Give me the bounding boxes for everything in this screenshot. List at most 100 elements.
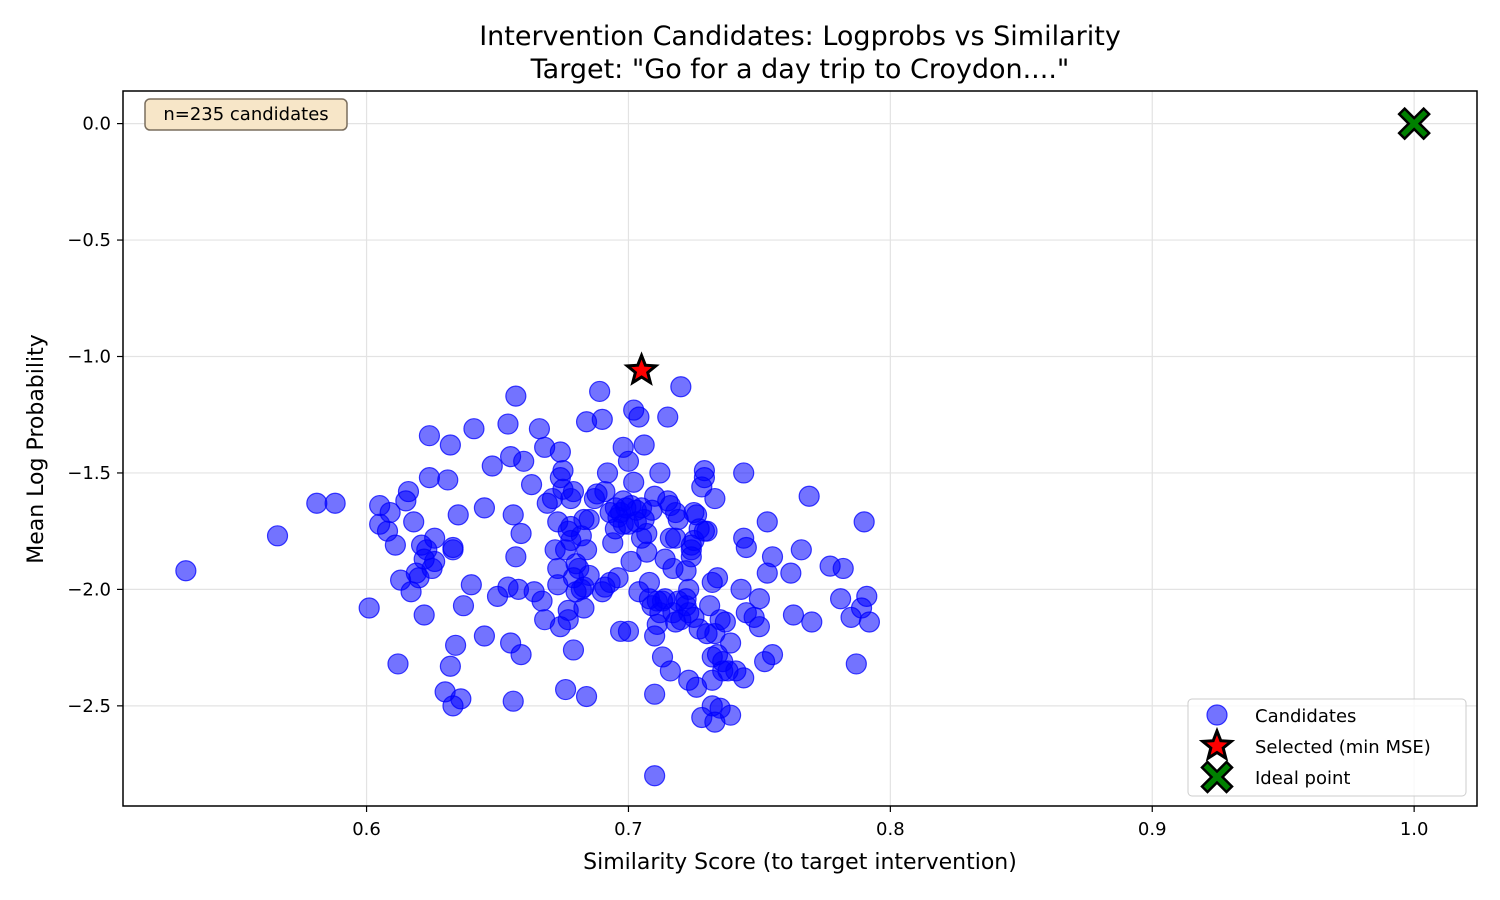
y-tick-label: −1.0 — [67, 347, 111, 368]
candidate-point — [460, 574, 482, 596]
candidate-point — [596, 462, 619, 484]
candidate-point — [578, 508, 600, 531]
candidate-point — [562, 480, 585, 503]
legend-marker-ideal — [1200, 760, 1234, 794]
candidate-point — [644, 683, 666, 705]
candidate-point — [447, 504, 469, 526]
y-tick-label: −0.5 — [67, 230, 111, 251]
candidate-point — [589, 380, 611, 403]
candidate-point — [403, 511, 425, 533]
y-tick-label: 0.0 — [82, 114, 111, 135]
candidate-point — [510, 644, 532, 666]
ideal-point-x — [1397, 106, 1431, 141]
candidate-point — [578, 564, 600, 587]
candidate-point — [175, 560, 197, 582]
x-tick-label: 1.0 — [1400, 819, 1429, 840]
candidate-point — [397, 480, 420, 503]
candidate-point — [719, 704, 742, 726]
candidate-point — [439, 655, 461, 677]
candidate-point — [670, 376, 692, 398]
candidate-point — [633, 434, 655, 456]
legend-label: Candidates — [1255, 706, 1356, 727]
candidate-point — [636, 522, 658, 545]
selected-point-star — [623, 351, 660, 386]
candidate-point — [387, 653, 409, 675]
candidate-point — [733, 462, 755, 484]
legend-frame — [1187, 698, 1467, 797]
axis-ticks: 0.6 0.7 0.8 0.9 1.0 0.0 −0.5 −1.0 −1.5 −2.0 −2.5 — [67, 114, 1428, 840]
annotation-box: n=235 candidates — [144, 98, 348, 131]
candidate-point — [730, 578, 752, 601]
candidate-point — [714, 611, 736, 633]
candidate-point — [573, 597, 595, 619]
candidate-point — [418, 467, 441, 489]
annotation-text: n=235 candidates — [163, 104, 328, 125]
candidate-point — [748, 616, 771, 638]
x-tick-label: 0.6 — [352, 819, 381, 840]
candidate-point — [266, 525, 289, 547]
candidate-point — [761, 644, 784, 666]
candidate-point — [693, 467, 716, 489]
candidate-point — [761, 546, 784, 568]
candidate-point — [853, 511, 875, 533]
candidate-point — [704, 487, 726, 510]
candidate-point — [735, 536, 757, 559]
legend-label: Selected (min MSE) — [1255, 737, 1431, 758]
candidate-point — [452, 595, 475, 617]
candidate-point — [418, 425, 441, 447]
candidate-point — [719, 632, 742, 654]
candidate-point — [531, 590, 553, 612]
candidate-point — [706, 567, 729, 589]
candidate-point — [623, 471, 645, 493]
candidate-point — [358, 597, 380, 619]
candidate-point — [575, 539, 598, 561]
candidate-point — [858, 611, 881, 633]
candidate-point — [413, 604, 435, 626]
candidate-point — [696, 520, 718, 542]
candidate-point — [510, 522, 532, 545]
candidate-point — [552, 460, 574, 482]
candidate-point — [450, 688, 472, 710]
x-tick-label: 0.7 — [614, 819, 643, 840]
annotation-background — [144, 98, 348, 131]
x-axis-label: Similarity Score (to target intervention… — [583, 850, 1017, 875]
candidate-point — [424, 550, 446, 573]
candidate-point — [649, 462, 671, 484]
candidate-point — [733, 667, 755, 689]
candidate-point — [505, 385, 527, 407]
candidate-point — [790, 539, 812, 561]
chart-subtitle: Target: "Go for a day trip to Croydon...… — [530, 54, 1070, 85]
candidate-point — [636, 541, 658, 563]
candidate-point — [678, 578, 700, 601]
candidate-point — [801, 611, 823, 633]
candidate-point — [780, 562, 802, 584]
candidate-point — [528, 418, 551, 440]
candidate-point — [555, 678, 577, 701]
y-axis-label: Mean Log Probability — [24, 334, 49, 564]
candidate-point — [748, 588, 771, 610]
candidate-point — [659, 660, 681, 682]
candidate-point — [657, 406, 679, 428]
candidate-point — [481, 455, 503, 477]
candidate-point — [497, 413, 519, 435]
candidate-point — [591, 408, 613, 430]
candidate-point — [445, 634, 467, 656]
legend-marker-candidates — [1206, 704, 1228, 726]
candidate-point — [379, 501, 401, 524]
candidate-point — [439, 434, 461, 456]
candidate-point — [782, 604, 805, 626]
plot-frame — [122, 90, 1478, 807]
candidate-point — [437, 469, 459, 491]
candidate-point — [549, 441, 571, 463]
candidate-point — [324, 492, 346, 514]
data-points — [175, 106, 1431, 787]
candidate-point — [520, 473, 543, 496]
candidate-point — [575, 685, 598, 708]
candidate-point — [644, 765, 666, 787]
candidate-point — [473, 497, 496, 519]
candidate-point — [502, 504, 524, 526]
candidate-point — [513, 450, 535, 472]
candidate-point — [798, 485, 820, 507]
x-tick-label: 0.8 — [876, 819, 905, 840]
candidate-point — [617, 450, 640, 472]
